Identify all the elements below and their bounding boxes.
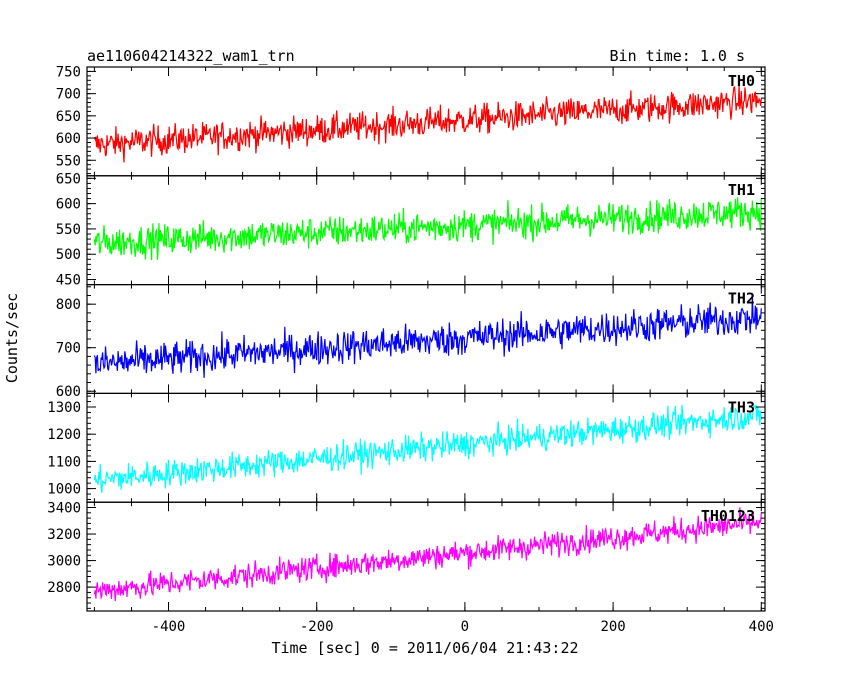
y-tick-label: 600 (56, 197, 81, 213)
y-tick-label: 3200 (47, 527, 81, 543)
y-tick-label: 2800 (47, 580, 81, 596)
panel-label: TH0123 (701, 507, 755, 525)
series-th1 (93, 197, 762, 261)
panel-th2: 600 700 800 TH2 (56, 284, 766, 400)
y-tick-label: 1100 (47, 454, 81, 470)
panel-th0: 550 600 650 700 750 TH0 (56, 64, 766, 177)
series-th3 (93, 404, 762, 493)
y-tick-label: 550 (56, 222, 81, 238)
y-tick-label: 650 (56, 171, 81, 187)
panel-th0123: 2800 3000 3200 3400 TH0123 (47, 501, 766, 612)
panel-label: TH2 (728, 290, 755, 308)
y-tick-label: 800 (56, 297, 81, 313)
y-tick-label: 700 (56, 341, 81, 357)
y-tick-label: 450 (56, 273, 81, 289)
panel-th1: 450 500 550 600 650 TH1 (56, 171, 766, 289)
panel-label: TH0 (728, 72, 755, 90)
y-tick-label: 700 (56, 87, 81, 103)
x-axis-title: Time [sec] 0 = 2011/06/04 21:43:22 (271, 639, 578, 657)
y-tick-label: 1300 (47, 400, 81, 416)
x-tick-label: 400 (749, 619, 774, 635)
panel-th3: 1000 1100 1200 1300 TH3 (47, 392, 766, 503)
x-tick-label: 0 (461, 619, 469, 635)
panel-frame (86, 501, 766, 612)
x-axis: -400 -200 0 200 400 (152, 619, 774, 635)
bin-time-label: Bin time: 1.0 s (610, 47, 745, 65)
y-tick-label: 3400 (47, 501, 81, 517)
series-th2 (93, 295, 762, 378)
x-tick-label: -400 (152, 619, 186, 635)
y-tick-label: 550 (56, 153, 81, 169)
y-tick-label: 1000 (47, 482, 81, 498)
y-tick-label: 600 (56, 384, 81, 400)
y-tick-label: 1200 (47, 427, 81, 443)
y-tick-label: 600 (56, 131, 81, 147)
y-tick-label: 650 (56, 109, 81, 125)
series-th0123 (93, 507, 762, 602)
x-tick-label: -200 (300, 619, 334, 635)
y-tick-label: 750 (56, 64, 81, 80)
y-axis-title: Counts/sec (3, 293, 21, 383)
series-th0 (93, 84, 762, 163)
panel-frame (86, 66, 766, 177)
chart-title: ae110604214322_wam1_trn (87, 47, 295, 65)
x-tick-label: 200 (600, 619, 625, 635)
panel-label: TH3 (728, 398, 755, 416)
y-tick-label: 3000 (47, 554, 81, 570)
panels-group: 550 600 650 700 750 TH0 450 500 550 600 650 TH1 600 7… (47, 64, 766, 612)
panel-label: TH1 (728, 181, 755, 199)
y-tick-label: 500 (56, 247, 81, 263)
